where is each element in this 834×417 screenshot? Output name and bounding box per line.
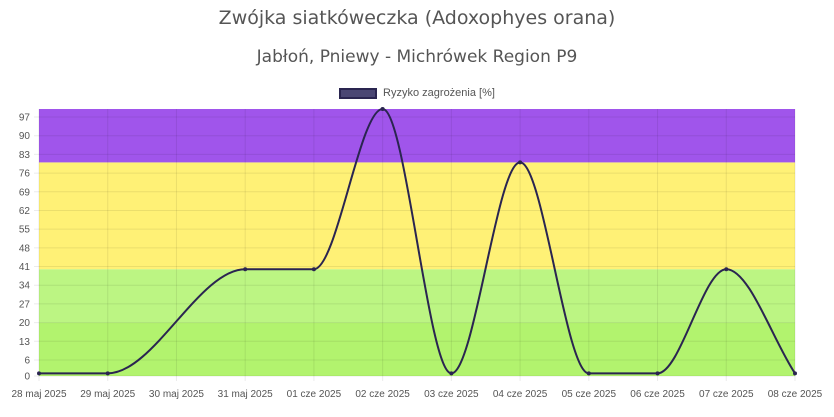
x-tick-label: 31 maj 2025 <box>218 389 273 400</box>
risk-band-1 <box>39 269 795 323</box>
risk-band-2 <box>39 162 795 270</box>
x-tick-label: 03 cze 2025 <box>424 389 479 400</box>
chart-subtitle: Jabłoń, Pniewy - Michrówek Region P9 <box>256 47 578 67</box>
y-tick-label: 41 <box>19 262 31 273</box>
y-tick-label: 62 <box>19 206 31 217</box>
risk-band-0 <box>39 322 795 376</box>
y-tick-label: 48 <box>19 243 31 254</box>
x-tick-label: 04 cze 2025 <box>493 389 548 400</box>
x-tick-label: 08 cze 2025 <box>768 389 823 400</box>
data-point[interactable] <box>311 267 316 272</box>
data-point[interactable] <box>586 371 591 376</box>
y-tick-label: 20 <box>19 318 31 329</box>
data-point[interactable] <box>655 371 660 376</box>
y-tick-label: 76 <box>19 169 31 180</box>
x-tick-label: 02 cze 2025 <box>355 389 410 400</box>
data-point[interactable] <box>724 267 729 272</box>
y-tick-label: 27 <box>19 299 31 310</box>
y-tick-label: 69 <box>19 187 31 198</box>
legend[interactable]: Ryzyko zagrożenia [%] <box>0 87 834 99</box>
x-tick-label: 05 cze 2025 <box>562 389 617 400</box>
y-tick-label: 0 <box>24 372 30 383</box>
data-point[interactable] <box>793 371 797 376</box>
x-tick-label: 01 cze 2025 <box>287 389 342 400</box>
y-tick-label: 6 <box>24 355 30 366</box>
y-tick-label: 13 <box>19 337 31 348</box>
y-tick-label: 90 <box>19 131 31 142</box>
y-tick-label: 55 <box>19 225 31 236</box>
x-tick-label: 06 cze 2025 <box>630 389 685 400</box>
data-point[interactable] <box>518 160 523 165</box>
y-tick-label: 34 <box>19 281 31 292</box>
risk-band-3 <box>39 109 795 163</box>
x-tick-label: 30 maj 2025 <box>149 389 204 400</box>
chart-title: Zwójka siatkóweczka (Adoxophyes orana) <box>218 7 616 29</box>
data-point[interactable] <box>449 371 454 376</box>
data-point[interactable] <box>105 371 110 376</box>
x-tick-label: 29 maj 2025 <box>80 389 135 400</box>
data-point[interactable] <box>243 267 248 272</box>
x-tick-label: 07 cze 2025 <box>699 389 754 400</box>
y-tick-label: 97 <box>19 113 31 124</box>
data-point[interactable] <box>37 371 41 376</box>
data-point[interactable] <box>380 107 385 111</box>
legend-label: Ryzyko zagrożenia [%] <box>383 87 495 99</box>
legend-swatch <box>339 87 378 99</box>
x-tick-label: 28 maj 2025 <box>11 389 66 400</box>
y-tick-label: 83 <box>19 150 31 161</box>
